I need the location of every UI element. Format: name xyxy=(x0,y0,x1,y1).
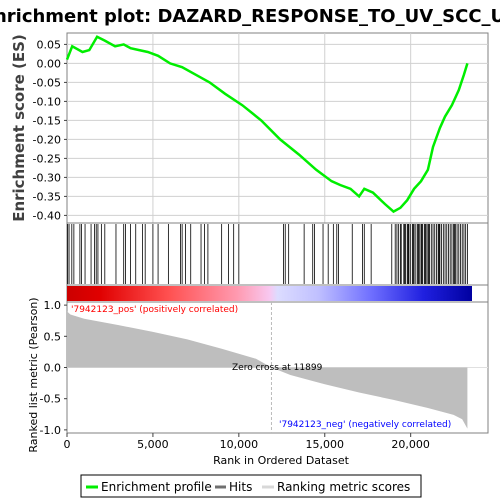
x-tick-label: 15,000 xyxy=(306,438,345,451)
ranking-color-bar xyxy=(67,286,472,301)
metric-panel: 1.0 0.5 0.0 -0.5 -1.0 '7942123_pos' (positiv… xyxy=(27,297,489,453)
es-y-tick-label: -0.35 xyxy=(33,190,61,203)
es-y-tick-label: -0.20 xyxy=(33,133,61,146)
legend-label-hits: Hits xyxy=(229,480,252,494)
x-axis-ticks: 0 5,000 10,000 15,000 20,000 xyxy=(64,433,430,451)
es-y-tick-label: -0.25 xyxy=(33,152,61,165)
zero-cross-label: Zero cross at 11899 xyxy=(232,363,323,373)
hit-lines xyxy=(67,224,468,284)
metric-y-tick-label: 1.0 xyxy=(44,299,62,312)
chart-title: Enrichment plot: DAZARD_RESPONSE_TO_UV_S… xyxy=(0,6,500,27)
es-y-tick-label: 0.05 xyxy=(37,38,62,51)
metric-area xyxy=(67,311,468,429)
es-y-tick-label: -0.15 xyxy=(33,114,61,127)
x-axis-title: Rank in Ordered Dataset xyxy=(213,454,350,467)
es-y-axis-title: Enrichment score (ES) xyxy=(10,34,28,222)
es-y-ticks: 0.05 0.00 -0.05 -0.10 -0.15 -0.20 -0.25 -0.30 -0… xyxy=(33,38,67,222)
metric-y-axis-title: Ranked list metric (Pearson) xyxy=(27,297,40,452)
es-y-tick-label: -0.10 xyxy=(33,95,61,108)
metric-y-tick-label: 0.0 xyxy=(44,362,62,375)
es-y-tick-label: -0.30 xyxy=(33,171,61,184)
es-gridlines xyxy=(67,33,488,223)
es-y-tick-label: -0.05 xyxy=(33,76,61,89)
pos-label: '7942123_pos' (positively correlated) xyxy=(71,305,238,315)
hits-panel xyxy=(66,222,489,286)
neg-label: '7942123_neg' (negatively correlated) xyxy=(279,420,451,430)
legend-box xyxy=(80,474,422,498)
hits-area xyxy=(66,222,489,286)
metric-y-tick-label: 0.5 xyxy=(44,330,62,343)
legend: Enrichment profile Hits Ranking metric s… xyxy=(80,474,422,498)
color-bar-panel xyxy=(66,284,489,303)
es-y-tick-label: -0.40 xyxy=(33,209,61,222)
es-panel: 0.05 0.00 -0.05 -0.10 -0.15 -0.20 -0.25 -0.30 -0… xyxy=(10,32,489,224)
legend-label-es: Enrichment profile xyxy=(101,480,212,494)
es-plot-area xyxy=(66,32,489,224)
x-tick-label: 10,000 xyxy=(220,438,259,451)
metric-y-tick-label: -1.0 xyxy=(40,424,61,437)
x-tick-label: 0 xyxy=(64,438,71,451)
es-y-tick-label: 0.00 xyxy=(37,57,62,70)
x-tick-label: 5,000 xyxy=(137,438,169,451)
metric-y-tick-label: -0.5 xyxy=(40,393,61,406)
x-tick-label: 20,000 xyxy=(391,438,430,451)
es-line xyxy=(65,35,469,214)
legend-label-metric: Ranking metric scores xyxy=(277,480,410,494)
